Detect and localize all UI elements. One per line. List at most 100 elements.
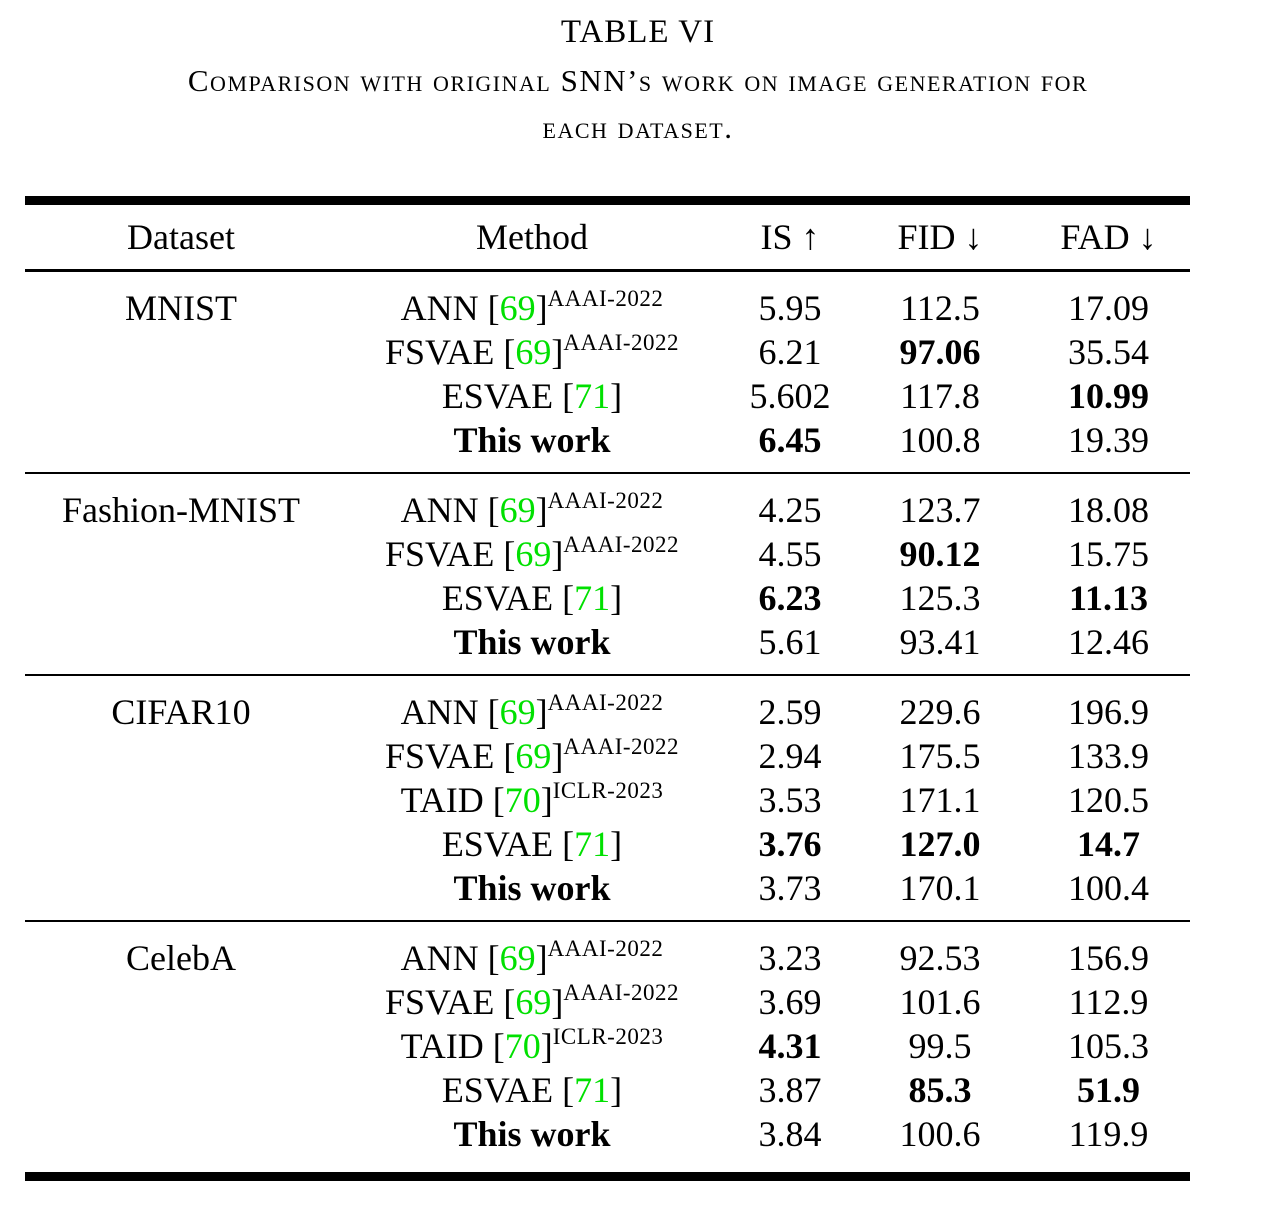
is-cell: 2.59 bbox=[758, 692, 822, 732]
dataset-cell bbox=[25, 330, 337, 374]
citation-link[interactable]: 69 bbox=[499, 692, 536, 732]
citation-link[interactable]: 71 bbox=[574, 1070, 611, 1110]
venue-superscript: AAAI-2022 bbox=[563, 330, 680, 355]
table-row: TAID [70]ICLR-2023 3.53 171.1 120.5 bbox=[25, 778, 1190, 822]
col-header-method: Method bbox=[476, 217, 588, 257]
fid-cell: 170.1 bbox=[899, 868, 981, 908]
citation-link[interactable]: 70 bbox=[504, 1026, 541, 1066]
fad-cell: 10.99 bbox=[1068, 376, 1149, 416]
is-cell: 3.76 bbox=[758, 824, 822, 864]
citation-link[interactable]: 69 bbox=[515, 332, 552, 372]
fid-cell: 100.8 bbox=[899, 420, 981, 460]
venue-superscript: ICLR-2023 bbox=[552, 1024, 664, 1049]
method-cell: This work bbox=[337, 418, 727, 462]
fad-cell: 19.39 bbox=[1068, 420, 1149, 460]
fid-cell: 175.5 bbox=[899, 736, 981, 776]
fad-cell: 15.75 bbox=[1068, 534, 1149, 574]
citation-link[interactable]: 69 bbox=[499, 490, 536, 530]
fid-cell: 117.8 bbox=[900, 376, 980, 416]
table-row: FSVAE [69]AAAI-2022 2.94 175.5 133.9 bbox=[25, 734, 1190, 778]
venue-superscript: AAAI-2022 bbox=[547, 488, 664, 513]
col-header-fid: FID ↓ bbox=[897, 217, 983, 257]
method-name: This work bbox=[453, 622, 611, 662]
method-name: ESVAE bbox=[441, 376, 554, 416]
fid-cell: 99.5 bbox=[908, 1026, 972, 1066]
method-name: FSVAE bbox=[384, 534, 495, 574]
is-cell: 5.95 bbox=[758, 288, 822, 328]
is-cell: 5.602 bbox=[749, 376, 831, 416]
is-cell: 3.87 bbox=[758, 1070, 822, 1110]
fad-cell: 100.4 bbox=[1068, 868, 1149, 908]
fid-cell: 85.3 bbox=[908, 1070, 972, 1110]
fid-cell: 229.6 bbox=[899, 692, 981, 732]
dataset-cell bbox=[25, 418, 337, 462]
is-cell: 2.94 bbox=[758, 736, 822, 776]
is-cell: 3.69 bbox=[758, 982, 822, 1022]
dataset-cell bbox=[25, 866, 337, 910]
citation-link[interactable]: 69 bbox=[515, 736, 552, 776]
method-cell: ESVAE [71] bbox=[441, 376, 623, 416]
dataset-cell bbox=[25, 778, 337, 822]
fad-cell: 120.5 bbox=[1068, 780, 1149, 820]
dataset-cell bbox=[25, 532, 337, 576]
method-name: ANN bbox=[400, 490, 479, 530]
fad-cell: 112.9 bbox=[1068, 982, 1149, 1022]
method-name: FSVAE bbox=[384, 736, 495, 776]
is-cell: 6.23 bbox=[758, 578, 822, 618]
fad-cell: 51.9 bbox=[1077, 1070, 1140, 1110]
col-header-dataset: Dataset bbox=[127, 217, 235, 257]
citation-link[interactable]: 69 bbox=[499, 938, 536, 978]
venue-superscript: AAAI-2022 bbox=[547, 690, 664, 715]
method-name: ESVAE bbox=[441, 578, 554, 618]
citation-link[interactable]: 69 bbox=[515, 982, 552, 1022]
dataset-cell bbox=[25, 822, 337, 866]
venue-superscript: AAAI-2022 bbox=[547, 286, 664, 311]
header-rule bbox=[25, 269, 1190, 272]
table-section-fashion-mnist: Fashion-MNIST ANN [69]AAAI-2022 4.25 123.7 1… bbox=[25, 474, 1190, 676]
fad-cell: 18.08 bbox=[1068, 490, 1149, 530]
method-name: This work bbox=[453, 868, 611, 908]
table-caption-line-2: each dataset. bbox=[542, 110, 734, 145]
fad-cell: 12.46 bbox=[1068, 622, 1149, 662]
method-cell: ESVAE [71] bbox=[441, 578, 623, 618]
bottom-rule bbox=[25, 1172, 1190, 1181]
table-body: MNIST ANN [69]AAAI-2022 5.95 112.5 17.09 FSVA… bbox=[25, 272, 1190, 1172]
citation-link[interactable]: 71 bbox=[574, 578, 611, 618]
is-cell: 4.31 bbox=[758, 1026, 822, 1066]
is-cell: 3.73 bbox=[758, 868, 822, 908]
table-header-row: Dataset Method IS ↑ FID ↓ FAD ↓ bbox=[25, 205, 1190, 269]
method-name: ESVAE bbox=[441, 1070, 554, 1110]
table-row: FSVAE [69]AAAI-2022 6.21 97.06 35.54 bbox=[25, 330, 1190, 374]
method-name: This work bbox=[453, 420, 611, 460]
table-title: TABLE VI bbox=[560, 14, 716, 50]
method-cell: TAID [70]ICLR-2023 bbox=[400, 778, 664, 820]
citation-link[interactable]: 71 bbox=[574, 376, 611, 416]
fid-cell: 127.0 bbox=[899, 824, 981, 864]
is-cell: 4.25 bbox=[758, 490, 822, 530]
citation-link[interactable]: 70 bbox=[504, 780, 541, 820]
table-section-celeba: CelebA ANN [69]AAAI-2022 3.23 92.53 156.9 FSV… bbox=[25, 922, 1190, 1172]
table-caption-line-1: Comparison with original SNN’s work on i… bbox=[187, 63, 1089, 98]
method-cell: TAID [70]ICLR-2023 bbox=[400, 1024, 664, 1066]
method-cell: This work bbox=[337, 620, 727, 664]
is-cell: 6.21 bbox=[758, 332, 822, 372]
is-cell: 3.84 bbox=[758, 1114, 822, 1154]
fid-cell: 100.6 bbox=[899, 1114, 981, 1154]
method-cell: FSVAE [69]AAAI-2022 bbox=[384, 330, 680, 372]
fad-cell: 11.13 bbox=[1068, 578, 1148, 618]
citation-link[interactable]: 71 bbox=[574, 824, 611, 864]
method-name: ANN bbox=[400, 938, 479, 978]
citation-link[interactable]: 69 bbox=[499, 288, 536, 328]
dataset-cell bbox=[25, 734, 337, 778]
fad-cell: 156.9 bbox=[1068, 938, 1149, 978]
method-name: FSVAE bbox=[384, 332, 495, 372]
table-row: This work 3.84 100.6 119.9 bbox=[25, 1112, 1190, 1156]
venue-superscript: AAAI-2022 bbox=[563, 532, 680, 557]
dataset-cell bbox=[25, 576, 337, 620]
fad-cell: 133.9 bbox=[1068, 736, 1149, 776]
table-row: TAID [70]ICLR-2023 4.31 99.5 105.3 bbox=[25, 1024, 1190, 1068]
citation-link[interactable]: 69 bbox=[515, 534, 552, 574]
table-row: This work 3.73 170.1 100.4 bbox=[25, 866, 1190, 910]
is-cell: 4.55 bbox=[758, 534, 822, 574]
fid-cell: 92.53 bbox=[899, 938, 981, 978]
